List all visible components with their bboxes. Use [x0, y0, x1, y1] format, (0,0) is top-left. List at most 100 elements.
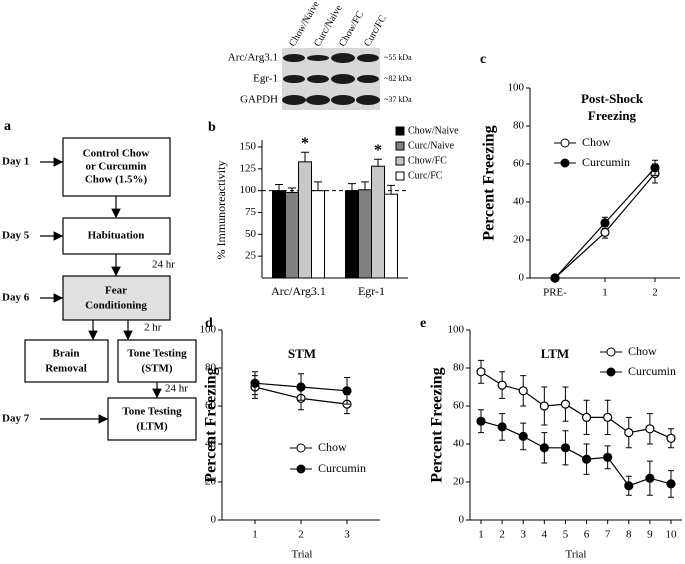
node-label: (LTM): [136, 421, 168, 433]
node-label: Brain: [53, 348, 80, 360]
y-tick-label: 0: [211, 514, 217, 526]
legend-label: Curcumin: [582, 155, 630, 169]
marker: [645, 424, 655, 434]
x-tick-label: 7: [605, 529, 611, 541]
y-tick-label: 20: [205, 476, 217, 488]
marker: [476, 416, 486, 426]
x-tick-label: Egr-1: [358, 284, 385, 298]
flowchart: a Control Chow or Curcumin Chow (1.5%) H…: [2, 119, 197, 441]
row-label: Arc/Arg3.1: [228, 52, 278, 64]
x-tick-label: 1: [478, 529, 484, 541]
x-tick-label: 1: [602, 287, 608, 299]
x-tick-label: 1: [252, 529, 258, 541]
bar: [285, 191, 299, 279]
marker: [645, 473, 655, 483]
marker: [581, 412, 592, 422]
marker: [539, 401, 549, 411]
node-label: Control Chow: [83, 148, 150, 160]
legend-marker: [296, 464, 306, 474]
chart-title: STM: [288, 346, 316, 361]
node-label: Tone Testing: [122, 406, 182, 418]
bar: [311, 190, 325, 279]
node-label: Conditioning: [85, 300, 147, 312]
legend-marker: [560, 138, 570, 148]
y-tick-label: 25: [245, 250, 257, 262]
node-label: or Curcumin: [85, 161, 146, 173]
day-label: Day 1: [2, 156, 29, 168]
node-box: [117, 339, 197, 383]
day-label: Day 7: [2, 413, 30, 425]
error-bar: [288, 187, 296, 193]
error-bar: [275, 184, 283, 191]
day-label: Day 5: [2, 230, 30, 242]
annotation: *: [374, 142, 382, 159]
y-tick-label: 80: [513, 120, 525, 132]
x-tick-label: 3: [520, 529, 526, 541]
y-tick-label: 100: [200, 324, 217, 336]
marker: [476, 367, 486, 377]
node-label: Tone Testing: [127, 348, 187, 360]
edge-label: 2 hr: [144, 322, 162, 334]
y-tick-label: 60: [453, 400, 465, 412]
edge-label: 24 hr: [152, 259, 175, 271]
bands: [282, 53, 380, 105]
y-tick-label: 40: [453, 438, 465, 450]
legend-label: Chow: [318, 440, 347, 454]
legend-swatch: [395, 156, 405, 166]
y-tick-label: 150: [240, 141, 257, 153]
y-axis-label: Percent Freezing: [481, 125, 498, 240]
y-axis-label: % Immunoreactivity: [214, 161, 228, 260]
bar: [345, 190, 359, 279]
legend-label: Curc/FC: [408, 170, 443, 181]
day-label: Day 6: [2, 292, 30, 304]
legend-label: Curcumin: [318, 461, 366, 475]
error-bar: [387, 184, 395, 195]
western-blot: Chow/Naive Curc/Naive Chow/FC Curc/FC Ar…: [228, 0, 412, 110]
lane-label: Curc/FC: [362, 13, 389, 49]
panel-label: d: [205, 316, 213, 331]
node-label: Fear: [105, 285, 127, 297]
legend-label: Curcumin: [628, 364, 676, 378]
node-box: [62, 217, 171, 255]
marker: [497, 422, 507, 432]
panel-label: b: [208, 120, 216, 135]
x-tick-label: 2: [652, 287, 658, 299]
node-box: [24, 339, 109, 383]
marker: [624, 481, 634, 491]
bar: [371, 165, 385, 279]
x-tick-label: 8: [626, 529, 632, 541]
chart-title: Freezing: [588, 108, 637, 123]
x-tick-label: 2: [499, 529, 505, 541]
marker: [666, 479, 676, 489]
marker: [250, 378, 260, 388]
chart-title: Post-Shock: [581, 91, 644, 106]
legend-swatch: [395, 171, 405, 181]
marker: [518, 431, 528, 441]
legend-label: Chow/Naive: [408, 125, 459, 136]
chart-title: LTM: [541, 346, 569, 361]
marker: [600, 227, 610, 237]
y-tick-label: 40: [205, 438, 217, 450]
node-label: Chow (1.5%): [85, 174, 148, 186]
y-tick-label: 50: [245, 228, 257, 240]
marker: [603, 412, 613, 422]
marker: [650, 163, 660, 173]
error-bar: [361, 181, 369, 190]
annotation: *: [301, 135, 309, 152]
y-tick-label: 20: [513, 234, 525, 246]
y-tick-label: 100: [240, 184, 257, 196]
y-tick-label: 100: [508, 82, 525, 94]
legend-label: Chow/FC: [408, 155, 447, 166]
marker: [560, 443, 571, 453]
x-tick-label: 5: [563, 529, 569, 541]
legend-marker: [606, 347, 616, 357]
y-tick-label: 80: [453, 362, 465, 374]
x-axis-label: Trial: [566, 549, 587, 561]
legend-label: Chow: [628, 344, 657, 358]
x-tick-label: 6: [584, 529, 590, 541]
marker: [539, 443, 549, 453]
y-tick-label: 100: [448, 324, 465, 336]
y-tick-label: 80: [205, 362, 217, 374]
legend-label: Curc/Naive: [408, 140, 455, 151]
